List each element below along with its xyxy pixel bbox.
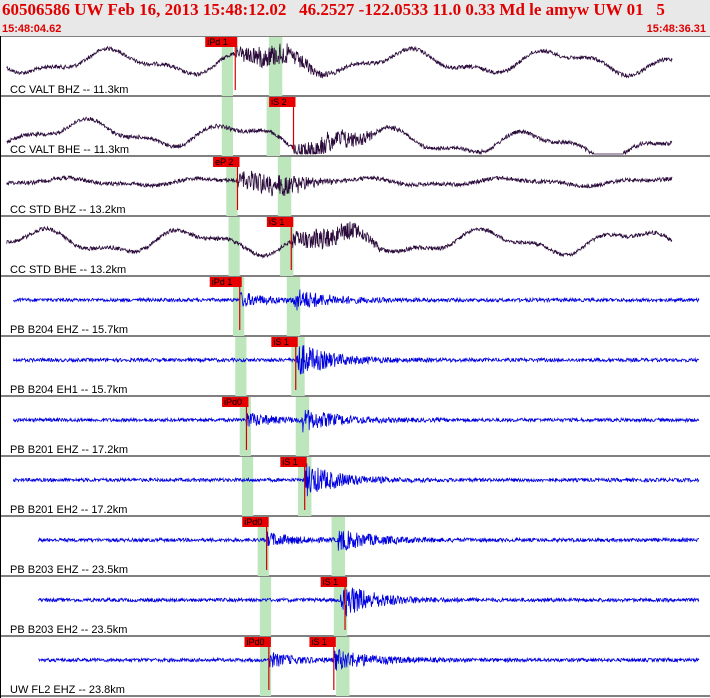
pick-marker [309, 637, 336, 647]
pick-label: iS 1 [311, 637, 327, 647]
analysis-window [259, 577, 272, 636]
pick-marker [271, 337, 298, 347]
seismogram-plot: iPd 1 CC VALT BHZ -- 11.3km iS 2 CC VALT BH… [0, 36, 710, 698]
waveform-trace [6, 221, 673, 259]
analysis-window [221, 37, 234, 96]
pick-marker [205, 37, 238, 47]
pick-marker [280, 457, 307, 467]
pick-label: iS 1 [269, 217, 285, 227]
event-title: 60506586 UW Feb 16, 2013 15:48:12.02 46.… [2, 0, 665, 19]
station-label: CC VALT BHZ -- 11.3km [10, 84, 128, 96]
waveform-trace [6, 116, 673, 156]
analysis-window [228, 217, 240, 276]
waveform-trace [13, 409, 700, 433]
pick-marker [242, 517, 269, 527]
station-label: PB B203 EHZ -- 23.5km [10, 564, 128, 576]
waveform-trace [37, 587, 700, 617]
pick-label: iPd0 [246, 637, 264, 647]
pick-label: iS 1 [273, 337, 289, 347]
pick-label: iPd 1 [207, 37, 228, 47]
pick-marker [266, 217, 294, 227]
waveform-trace [6, 170, 673, 197]
analysis-window [241, 457, 254, 516]
analysis-window [266, 97, 281, 156]
start-time-label: 15:48:04.62 [2, 23, 62, 35]
station-label: CC STD BHE -- 13.2km [10, 264, 126, 276]
pick-marker [244, 637, 271, 647]
waveform-trace [38, 648, 700, 671]
pick-marker [320, 577, 348, 587]
station-label: PB B204 EHZ -- 15.7km [10, 324, 128, 336]
station-label: CC STD BHZ -- 13.2km [10, 204, 126, 216]
waveform-trace [13, 461, 700, 497]
pick-label: iS 2 [271, 97, 287, 107]
analysis-window [286, 277, 301, 336]
analysis-window [226, 157, 238, 216]
waveform-trace [6, 43, 673, 79]
station-label: PB B201 EHZ -- 17.2km [10, 444, 128, 456]
analysis-window [239, 397, 251, 456]
trace-panel: iPd0 PB B203 EHZ -- 23.5km [10, 517, 700, 576]
end-time-label: 15:48:36.31 [646, 23, 706, 35]
analysis-window [233, 277, 245, 336]
pick-label: iS 1 [323, 577, 339, 587]
trace-panel: iS 1 PB B204 EH1 -- 15.7km [10, 337, 700, 396]
trace-panel: iS 1 CC STD BHE -- 13.2km [6, 217, 673, 276]
station-label: PB B201 EH2 -- 17.2km [10, 504, 127, 516]
trace-panel: eP 2 CC STD BHZ -- 13.2km [6, 157, 673, 216]
analysis-window [259, 637, 272, 696]
station-label: PB B203 EH2 -- 23.5km [10, 624, 127, 636]
pick-label: iPd0 [224, 397, 242, 407]
pick-marker [222, 397, 249, 407]
analysis-window [257, 517, 269, 576]
waveform-trace [13, 289, 700, 311]
trace-panel: iPd 1 PB B204 EHZ -- 15.7km [10, 277, 700, 336]
trace-panel: iS 1 PB B201 EH2 -- 17.2km [10, 457, 700, 516]
trace-panel: iS 1 PB B203 EH2 -- 23.5km [10, 577, 700, 636]
trace-panel: iPd0 iS 1 UW FL2 EHZ -- 23.8km [10, 637, 700, 696]
pick-label: eP 2 [215, 157, 233, 167]
pick-marker [209, 277, 242, 287]
waveform-trace [37, 530, 700, 551]
pick-marker [269, 97, 296, 107]
station-label: CC VALT BHE -- 11.3km [10, 144, 129, 156]
trace-panel: iPd 1 CC VALT BHZ -- 11.3km [6, 37, 673, 96]
station-label: UW FL2 EHZ -- 23.8km [10, 684, 125, 696]
analysis-window [280, 217, 294, 276]
trace-panel: iPd0 PB B201 EHZ -- 17.2km [10, 397, 700, 456]
header-bar: 60506586 UW Feb 16, 2013 15:48:12.02 46.… [0, 0, 710, 36]
pick-label: iS 1 [282, 457, 298, 467]
analysis-window [277, 157, 292, 216]
pick-label: iPd 1 [212, 277, 233, 287]
trace-panel: iS 2 CC VALT BHE -- 11.3km [6, 97, 673, 156]
pick-label: iPd0 [244, 517, 262, 527]
pick-marker [213, 157, 240, 167]
analysis-window [221, 97, 234, 156]
analysis-window [235, 337, 247, 396]
waveform-trace [13, 345, 700, 375]
station-label: PB B204 EH1 -- 15.7km [10, 384, 127, 396]
